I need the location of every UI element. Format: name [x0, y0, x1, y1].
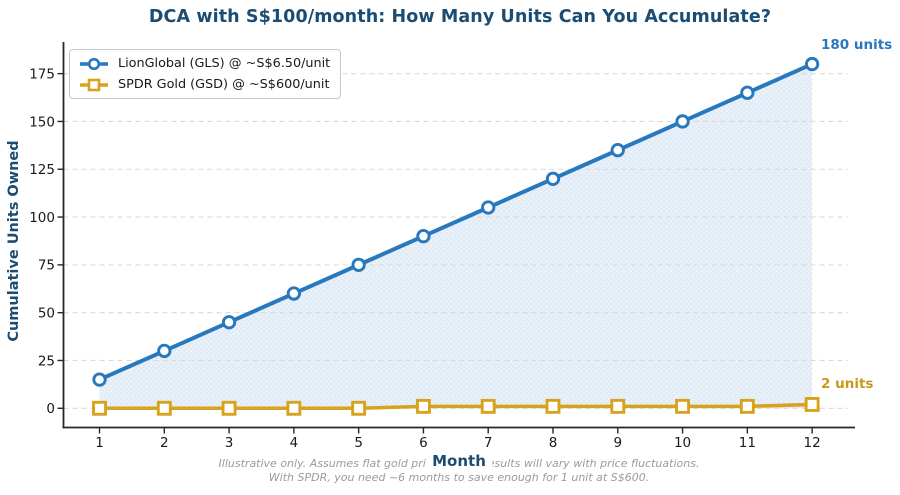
- data-point-marker: [740, 85, 755, 100]
- data-point-marker: [221, 400, 237, 416]
- data-point-marker: [351, 257, 366, 273]
- y-tick-label: 75: [38, 258, 55, 274]
- area-fill: [99, 64, 813, 409]
- data-point-marker: [480, 398, 496, 414]
- legend-marker-square-icon: [80, 78, 108, 91]
- y-tick-label: 150: [29, 114, 55, 130]
- legend-label-spdr-gold: SPDR Gold (GSD) @ ~S$600/unit: [118, 77, 330, 92]
- data-point-marker: [545, 171, 561, 186]
- legend: LionGlobal (GLS) @ ~S$6.50/unit SPDR Gol…: [69, 49, 342, 99]
- data-point-marker: [804, 397, 820, 412]
- data-point-marker: [221, 315, 237, 330]
- data-point-marker: [415, 398, 431, 414]
- series-line-1: [97, 402, 814, 411]
- x-tick-label: 1: [95, 435, 104, 451]
- data-point-marker: [739, 398, 755, 414]
- data-point-marker: [92, 400, 107, 416]
- y-tick-label: 175: [29, 66, 55, 82]
- data-point-marker: [610, 398, 626, 414]
- data-point-marker: [286, 400, 302, 416]
- y-tick-label: 25: [38, 353, 55, 369]
- x-tick-label: 7: [484, 435, 493, 451]
- annotation-lionglobal-units: 180 units: [821, 37, 893, 53]
- data-point-marker: [610, 142, 625, 158]
- data-point-marker: [675, 114, 690, 129]
- data-point-marker: [92, 372, 107, 387]
- data-point-marker: [416, 229, 431, 244]
- x-tick-label: 4: [290, 435, 299, 451]
- y-tick-label: 50: [38, 305, 55, 321]
- data-point-marker: [675, 398, 691, 414]
- x-tick-label: 12: [804, 435, 821, 451]
- x-tick-label: 10: [674, 435, 691, 451]
- x-tick-label: 5: [354, 435, 363, 451]
- x-tick-label: 2: [160, 435, 169, 451]
- data-point-marker: [351, 400, 367, 416]
- x-tick-label: 8: [549, 435, 558, 451]
- legend-label-lionglobal: LionGlobal (GLS) @ ~S$6.50/unit: [118, 56, 331, 71]
- series-line-0: [97, 62, 815, 382]
- x-tick-label: 9: [613, 435, 622, 451]
- y-tick-label: 125: [29, 162, 55, 178]
- data-point-marker: [156, 400, 172, 416]
- y-tick-label: 100: [29, 210, 55, 226]
- data-point-marker: [286, 286, 302, 301]
- data-point-marker: [545, 398, 561, 414]
- x-tick-label: 11: [739, 435, 756, 451]
- legend-item-lionglobal: LionGlobal (GLS) @ ~S$6.50/unit: [78, 54, 330, 73]
- data-point-marker: [157, 343, 172, 359]
- x-tick-label: 6: [419, 435, 428, 451]
- y-tick-label: 0: [46, 401, 55, 417]
- chart-title: DCA with S$100/month: How Many Units Can…: [148, 7, 772, 27]
- footnote-line-2: With SPDR, you need ~6 months to save en…: [268, 470, 650, 484]
- x-tick-label: 3: [225, 435, 234, 451]
- data-point-marker: [804, 56, 820, 72]
- annotation-spdr-units: 2 units: [821, 376, 874, 392]
- x-axis-label: Month: [426, 452, 492, 470]
- legend-marker-circle-icon: [80, 57, 108, 70]
- y-axis-label: Cumulative Units Owned: [6, 140, 22, 342]
- legend-item-spdr-gold: SPDR Gold (GSD) @ ~S$600/unit: [78, 75, 330, 94]
- data-point-marker: [481, 200, 496, 215]
